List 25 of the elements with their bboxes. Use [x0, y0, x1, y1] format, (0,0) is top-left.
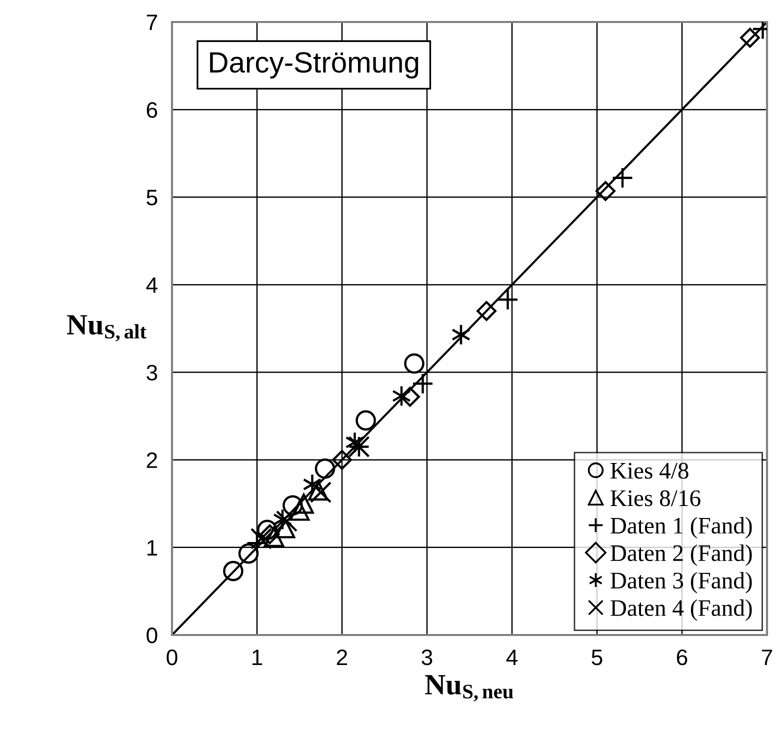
x-tick-label: 2 [336, 649, 348, 665]
y-axis-title: Nu$_{S,alt}$ [67, 315, 146, 342]
x-tick-label: 0 [166, 649, 178, 666]
y-tick-label: 2 [146, 452, 157, 468]
x-axis-title: Nu$_{S,neu}$ [425, 675, 514, 702]
y-tick-label: 3 [146, 364, 158, 381]
y-tick-label: 7 [146, 14, 157, 30]
legend-label: Daten 3 (Fand) [610, 572, 752, 594]
y-tick-label: 5 [146, 190, 158, 206]
y-tick-label: 0 [146, 628, 158, 644]
legend-label: Kies 4/8 [610, 462, 688, 479]
legend-label: Daten 2 (Fand) [610, 544, 752, 566]
x-tick-label: 1 [252, 650, 262, 665]
y-tick-label: 1 [147, 540, 158, 556]
x-tick-label: 7 [762, 650, 772, 665]
x-tick-label: 3 [422, 649, 432, 666]
x-tick-label: 4 [506, 650, 518, 665]
x-tick-label: 5 [592, 650, 602, 666]
legend-label: Daten 4 (Fand) [610, 599, 752, 621]
legend-label: Daten 1 (Fand) [610, 517, 752, 538]
y-tick-label: 6 [146, 102, 158, 118]
annotation: Darcy-Strömung [210, 52, 418, 79]
x-tick-label: 6 [676, 649, 688, 666]
y-tick-label: 4 [146, 277, 158, 293]
legend-label: Kies 8/16 [610, 490, 700, 506]
